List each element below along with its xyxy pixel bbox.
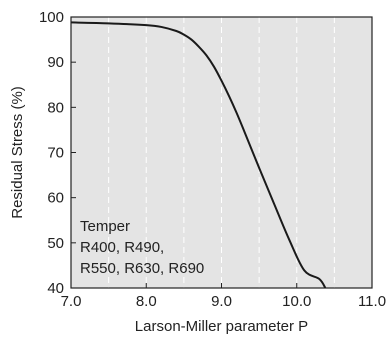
x-tick-label: 11.0	[358, 293, 386, 310]
y-tick-label: 90	[47, 54, 64, 71]
x-tick-label: 8.0	[136, 293, 157, 310]
y-tick-label: 40	[47, 280, 64, 297]
x-tick-label: 7.0	[61, 293, 82, 310]
grid-lines	[108, 17, 335, 288]
y-axis-ticks: 40 50 60 70 80 90 100	[39, 9, 76, 297]
x-tick-label: 10.0	[282, 293, 311, 310]
y-tick-label: 70	[47, 145, 64, 162]
y-tick-label: 50	[47, 235, 64, 252]
legend-entry-line-1: R400, R490,	[80, 239, 164, 256]
y-tick-label: 80	[47, 99, 64, 116]
y-tick-label: 100	[39, 9, 64, 26]
y-axis-title: Residual Stress (%)	[9, 86, 26, 219]
x-axis-title: Larson-Miller parameter P	[135, 318, 308, 335]
legend-title: Temper	[80, 218, 130, 235]
x-axis-ticks: 7.0 8.0 9.0 10.0 11.0	[61, 283, 386, 310]
series-line	[70, 21, 327, 289]
x-tick-label: 9.0	[211, 293, 232, 310]
legend-entry-line-2: R550, R630, R690	[80, 260, 204, 277]
y-tick-label: 60	[47, 190, 64, 207]
